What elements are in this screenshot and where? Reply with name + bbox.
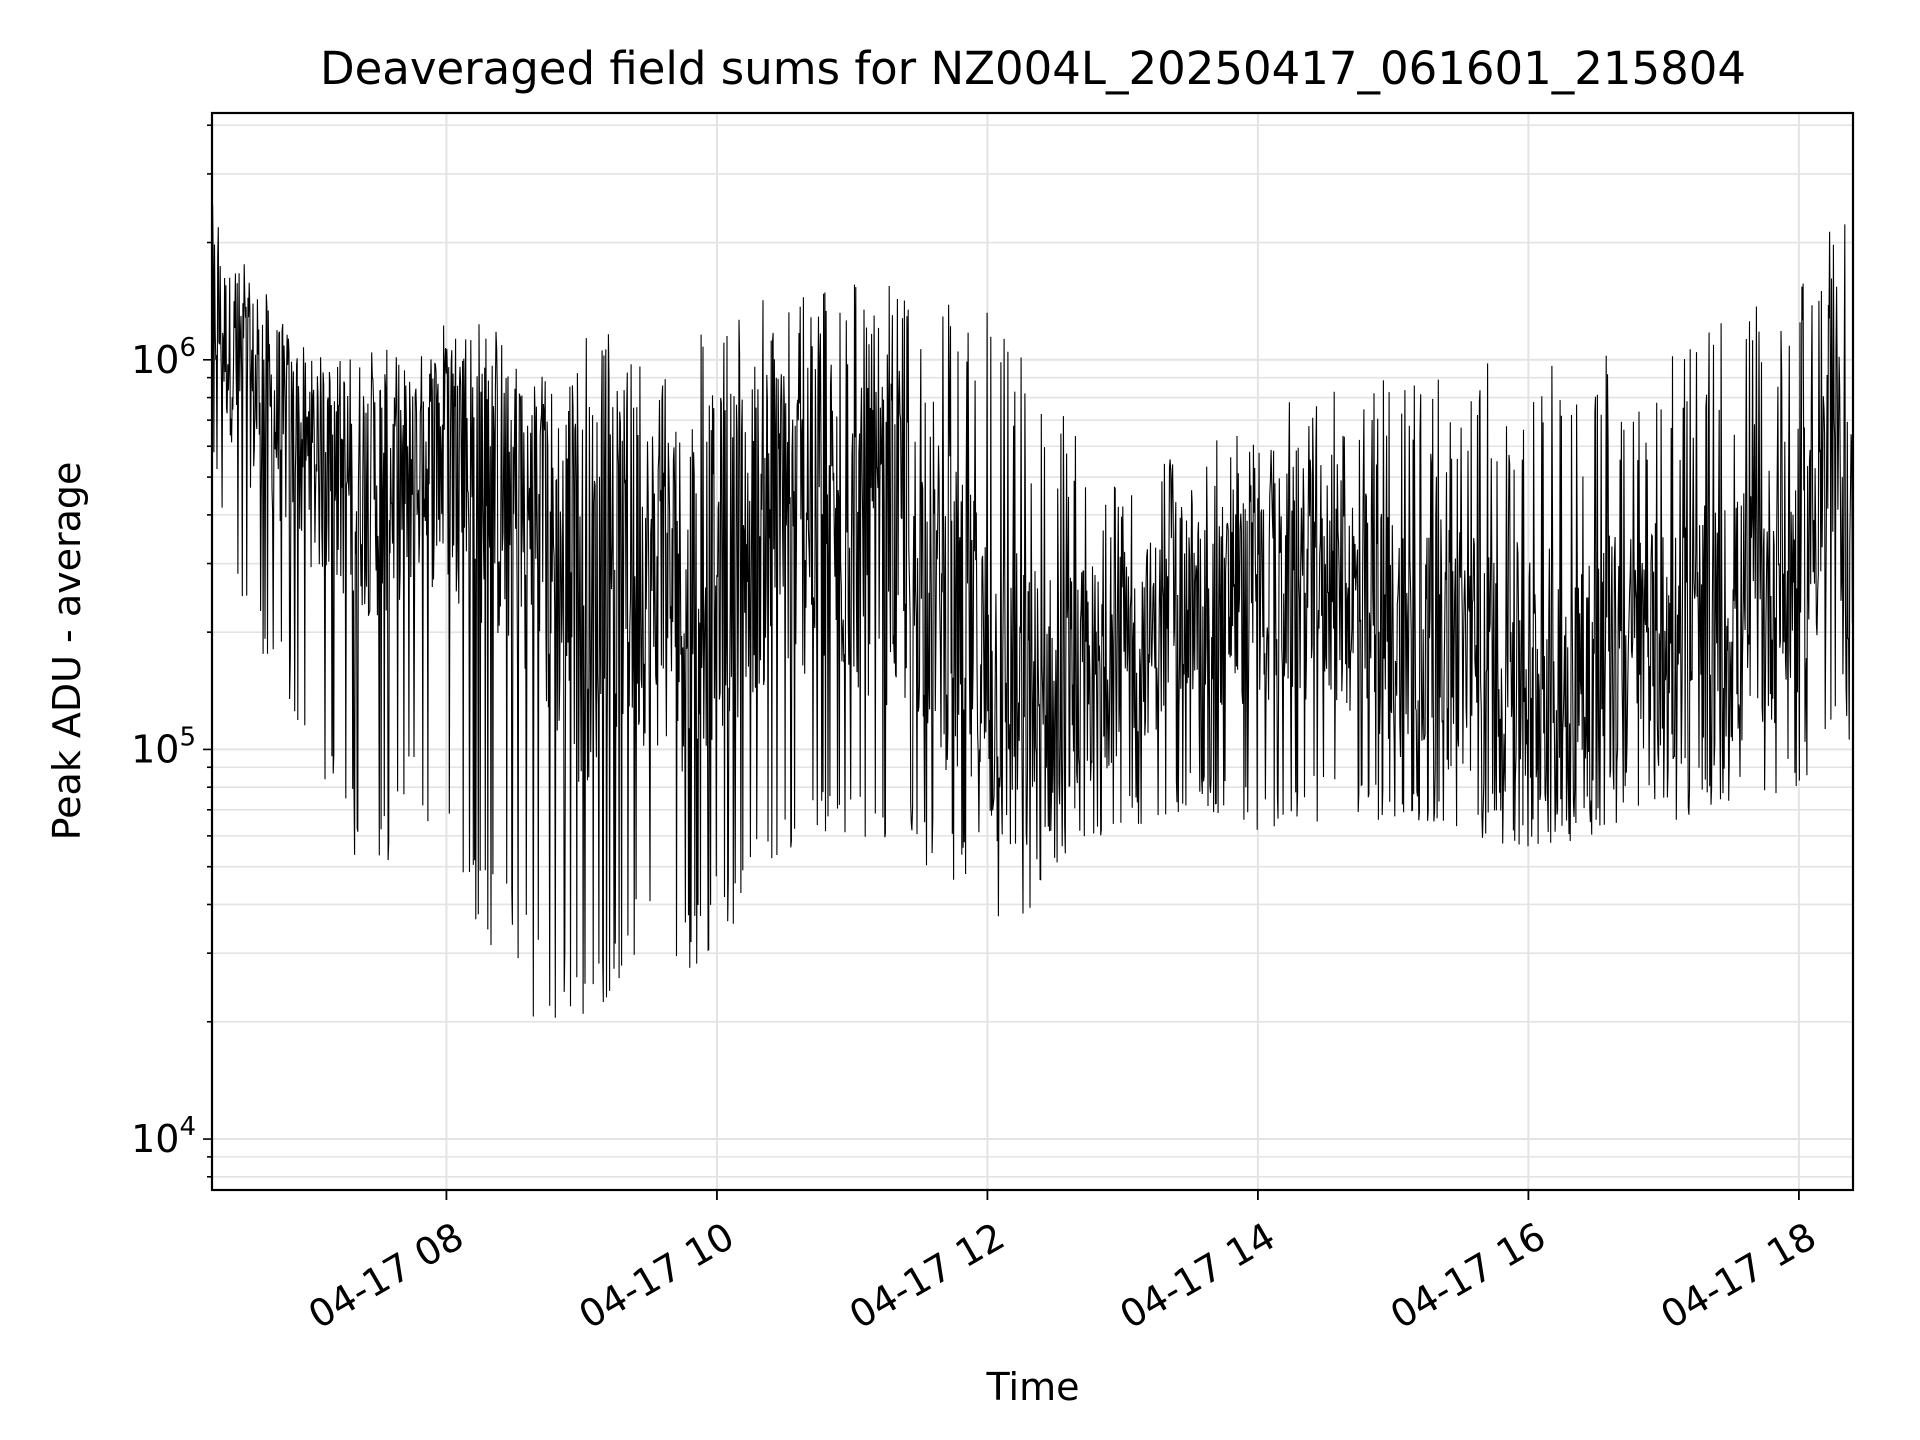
x-axis-label: Time	[986, 1365, 1080, 1409]
y-tick-base: 10	[131, 338, 179, 382]
y-tick-exponent: 6	[179, 333, 196, 363]
y-tick-label: 106	[131, 333, 196, 382]
series-line	[211, 204, 1854, 1018]
y-tick-label: 105	[131, 722, 196, 771]
plot-frame	[210, 111, 1855, 1192]
y-tick-exponent: 5	[179, 722, 196, 752]
chart-title: Deaveraged field sums for NZ004L_2025041…	[320, 42, 1746, 95]
y-tick-exponent: 4	[179, 1112, 196, 1142]
y-axis-label: Peak ADU - average	[45, 462, 89, 841]
y-tick-label: 104	[131, 1112, 196, 1161]
y-tick-base: 10	[131, 727, 179, 771]
data-series	[211, 204, 1854, 1018]
y-tick-base: 10	[131, 1117, 179, 1161]
